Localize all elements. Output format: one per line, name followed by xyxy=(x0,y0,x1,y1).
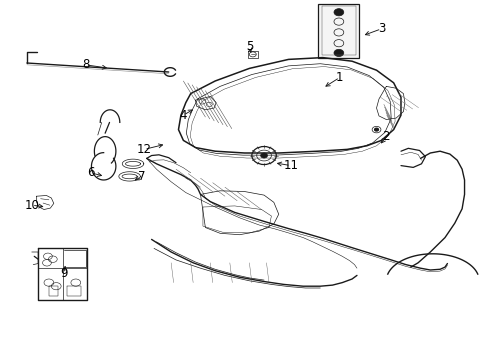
Text: 8: 8 xyxy=(81,58,89,71)
Circle shape xyxy=(260,153,267,158)
Text: 6: 6 xyxy=(86,166,94,179)
Text: 5: 5 xyxy=(245,40,253,53)
Text: 9: 9 xyxy=(60,267,67,280)
Text: 11: 11 xyxy=(283,159,298,172)
Circle shape xyxy=(333,9,343,16)
Text: 3: 3 xyxy=(377,22,385,35)
Text: 4: 4 xyxy=(179,109,187,122)
Circle shape xyxy=(374,128,378,131)
Bar xyxy=(317,4,359,58)
Text: 1: 1 xyxy=(335,71,343,84)
Text: 10: 10 xyxy=(24,199,39,212)
Circle shape xyxy=(333,49,343,57)
Bar xyxy=(321,6,355,55)
Text: 7: 7 xyxy=(138,170,145,183)
Text: 12: 12 xyxy=(137,143,151,156)
Text: 2: 2 xyxy=(382,130,389,143)
